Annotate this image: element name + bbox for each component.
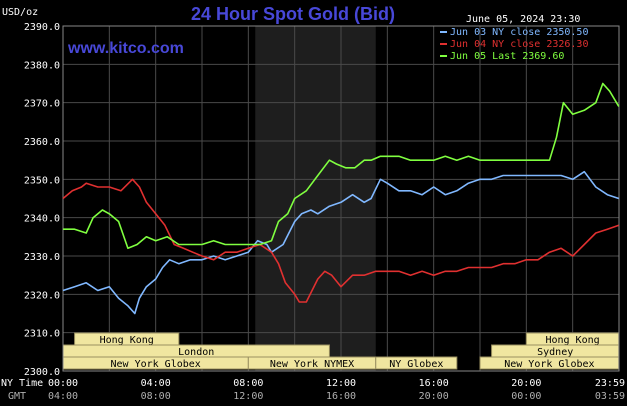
x-tick-label-gmt: 16:00 xyxy=(326,391,356,402)
legend-entry: Jun 04 NY close 2326.30 xyxy=(450,39,588,50)
session-label: London xyxy=(178,347,214,358)
x-tick-label-gmt: 08:00 xyxy=(141,391,171,402)
units-label: USD/oz xyxy=(2,7,38,18)
y-tick-label: 2370.0 xyxy=(24,99,60,110)
legend-entry: Jun 05 Last 2369.60 xyxy=(450,51,564,62)
series-line xyxy=(63,82,620,250)
x-tick-label-ny: 12:00 xyxy=(326,378,356,389)
date-time-label: June 05, 2024 23:30 xyxy=(466,14,580,25)
session-label: NY Globex xyxy=(389,359,443,370)
legend-entry: Jun 03 NY close 2350.50 xyxy=(450,27,588,38)
x-tick-label-gmt: 12:00 xyxy=(233,391,263,402)
y-tick-label: 2320.0 xyxy=(24,290,60,301)
y-tick-label: 2340.0 xyxy=(24,214,60,225)
session-label: New York NYMEX xyxy=(270,359,354,370)
session-label: Hong Kong xyxy=(100,335,154,346)
x-tick-label-gmt: 03:59 xyxy=(595,391,625,402)
session-label: New York Globex xyxy=(111,359,201,370)
x-tick-label-ny: 20:00 xyxy=(511,378,541,389)
series-line xyxy=(62,178,620,303)
gmt-label: GMT xyxy=(8,391,26,402)
y-tick-label: 2310.0 xyxy=(24,329,60,340)
y-tick-label: 2380.0 xyxy=(24,60,60,71)
y-tick-label: 2330.0 xyxy=(24,252,60,263)
series-line xyxy=(62,170,620,315)
session-bar xyxy=(375,356,458,370)
x-tick-label-ny: 23:59 xyxy=(595,378,625,389)
x-tick-label-ny: 16:00 xyxy=(419,378,449,389)
y-tick-label: 2350.0 xyxy=(24,175,60,186)
session-label: Sydney xyxy=(537,347,573,358)
site-url: www.kitco.com xyxy=(67,40,184,57)
ny-time-label: NY Time xyxy=(1,378,43,389)
y-tick-label: 2390.0 xyxy=(24,22,60,33)
x-tick-label-ny: 08:00 xyxy=(233,378,263,389)
x-tick-label-gmt: 00:00 xyxy=(511,391,541,402)
chart-title: 24 Hour Spot Gold (Bid) xyxy=(191,4,395,24)
y-tick-label: 2300.0 xyxy=(24,367,60,378)
price-series xyxy=(62,82,620,315)
y-tick-label: 2360.0 xyxy=(24,137,60,148)
x-tick-label-ny: 04:00 xyxy=(141,378,171,389)
session-label: Hong Kong xyxy=(545,335,599,346)
nymex-shaded-region xyxy=(255,26,376,371)
session-label: New York Globex xyxy=(504,359,594,370)
x-axis-tick-labels: 00:00 04:00 04:00 08:00 08:00 12:00 12:00 16:00… xyxy=(48,378,625,402)
y-axis-tick-labels: 2300.0 2310.0 2320.0 2330.0 2340.0 2350.0 2360… xyxy=(24,22,60,378)
x-tick-label-gmt: 20:00 xyxy=(419,391,449,402)
x-tick-label-ny: 00:00 xyxy=(48,378,78,389)
x-tick-label-gmt: 04:00 xyxy=(48,391,78,402)
